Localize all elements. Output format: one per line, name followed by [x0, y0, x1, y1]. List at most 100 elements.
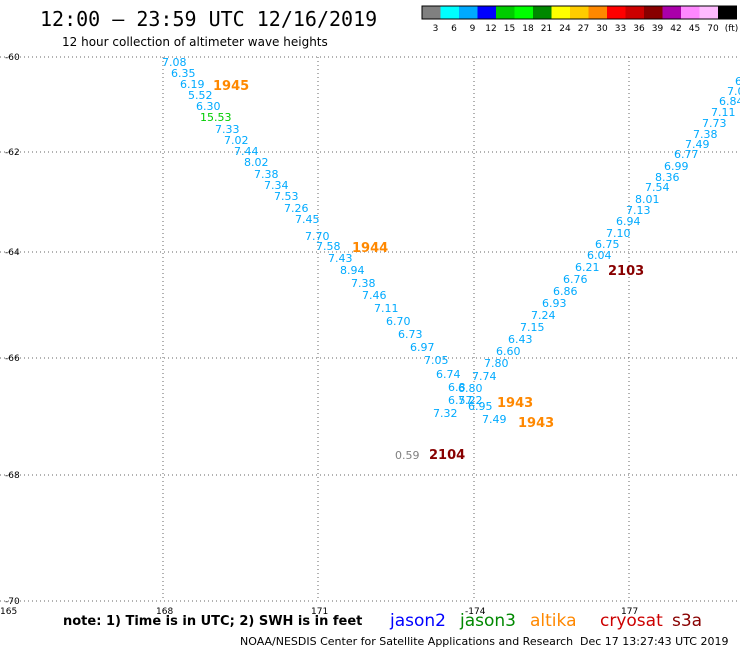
color-swatch: [533, 6, 552, 19]
wave-height-value: 6.76: [563, 273, 588, 286]
wave-height-value: 7.43: [328, 252, 353, 265]
wave-height-value: 7.0: [727, 85, 740, 98]
lat-lon-grid: [0, 56, 740, 602]
satellite-jason3: jason3: [459, 611, 516, 631]
color-swatch: [570, 6, 589, 19]
wave-height-value: 6.70: [386, 315, 411, 328]
wave-height-value: 7.44: [234, 145, 259, 158]
wave-height-value: 7.34: [264, 179, 289, 192]
map-title: 12:00 — 23:59 UTC 12/16/2019: [40, 7, 377, 31]
colorbar-label: 12: [485, 24, 496, 34]
color-swatch: [644, 6, 663, 19]
wave-height-value: 8.02: [244, 156, 269, 169]
wave-height-value: 7.58: [316, 240, 341, 253]
pass-time-label: 1943: [497, 396, 533, 411]
wave-height-value: 7.80: [484, 357, 509, 370]
colorbar-label: 36: [633, 24, 645, 34]
wave-height-value: 6.77: [674, 148, 699, 161]
colorbar-label: 6: [451, 24, 457, 34]
longitude-labels: 165 168 171 -174 177: [0, 607, 638, 617]
color-swatch: [681, 6, 700, 19]
wave-height-value: 6.93: [542, 297, 567, 310]
wave-height-value: 7.02: [224, 134, 249, 147]
wave-height-value: 6.8: [448, 381, 466, 394]
lon-label: 177: [621, 607, 638, 617]
wave-height-value: 6.74: [436, 368, 461, 381]
lat-label: -70: [5, 597, 20, 607]
satellite-cryosat: cryosat: [600, 611, 663, 631]
wave-height-value: 8.36: [655, 171, 680, 184]
wave-height-value: 6.94: [616, 215, 641, 228]
colorbar-label: 45: [689, 24, 700, 34]
wave-height-value: 7.22: [458, 394, 483, 407]
color-swatch: [459, 6, 478, 19]
wave-height-value: 7.08: [162, 56, 187, 69]
wave-height-value: 7.45: [295, 213, 320, 226]
colorbar-label: 24: [559, 24, 571, 34]
timestamp: Dec 17 13:27:43 UTC 2019: [580, 635, 728, 648]
wave-height-value: 15.53: [200, 111, 232, 124]
color-swatch: [662, 6, 681, 19]
lon-label: -174: [465, 607, 486, 617]
wave-height-value: 6.86: [553, 285, 578, 298]
wave-height-value: 6.95: [468, 400, 493, 413]
footer-note: note: 1) Time is in UTC; 2) SWH is in fe…: [63, 614, 362, 629]
color-swatch: [699, 6, 718, 19]
colorbar-label: (ft): [725, 24, 739, 34]
wave-height-value: 0.59: [395, 449, 420, 462]
color-swatch: [496, 6, 515, 19]
colorbar-label: 70: [707, 24, 719, 34]
color-swatch: [551, 6, 570, 19]
wave-height-value: 6.57: [448, 394, 473, 407]
wave-height-value: 6.43: [508, 333, 533, 346]
wave-height-value: 7.32: [433, 407, 458, 420]
color-swatch: [514, 6, 533, 19]
satellite-jason2: jason2: [389, 611, 446, 631]
lon-label: 168: [156, 607, 173, 617]
latitude-labels: -60 -62 -64 -66 -68 -70: [5, 53, 20, 607]
wave-height-value: 6.80: [458, 382, 483, 395]
wave-height-value: 6.21: [575, 261, 600, 274]
lat-label: -60: [5, 53, 20, 63]
wave-height-value: 7.26: [284, 202, 309, 215]
credit-line: NOAA/NESDIS Center for Satellite Applica…: [240, 635, 573, 648]
wave-height-value: 6.60: [496, 345, 521, 358]
lon-label: 165: [0, 607, 17, 617]
colorbar-label: 18: [522, 24, 534, 34]
colorbar-label: 21: [541, 24, 552, 34]
wave-height-value: 6: [735, 75, 740, 88]
wave-height-value: 6.04: [587, 249, 612, 262]
wave-height-value: 6.35: [171, 67, 196, 80]
color-scale-legend: 3 6 9 12 15 18 21 24 27 30 33 36 39 42 45 70 (ft): [421, 5, 739, 34]
wave-height-value: 7.38: [254, 168, 279, 181]
wave-height-value: 7.49: [482, 413, 507, 426]
pass-time-label: 1943: [518, 416, 554, 431]
pass-time-label: 1945: [213, 79, 249, 94]
wave-height-value: 7.49: [685, 138, 710, 151]
pass-time-labels: 1945 1944 1943 1943 2103 2104: [213, 79, 644, 463]
color-swatch: [422, 6, 441, 19]
lat-label: -66: [5, 354, 20, 364]
wave-height-value: 7.10: [606, 227, 631, 240]
color-swatch: [477, 6, 496, 19]
colorbar-label: 3: [433, 24, 439, 34]
wave-height-value: 7.70: [305, 230, 330, 243]
wave-height-value: 6.19: [180, 78, 205, 91]
wave-height-value: 7.38: [351, 277, 376, 290]
wave-height-value: 5.52: [188, 89, 213, 102]
satellite-altika: altika: [530, 611, 577, 631]
wave-height-value: 6.84: [719, 95, 740, 108]
wave-height-value: 7.33: [215, 123, 240, 136]
colorbar-label: 33: [615, 24, 626, 34]
wave-height-value: 8.94: [340, 264, 365, 277]
lon-label: 171: [311, 607, 328, 617]
wave-height-value: 7.38: [693, 128, 718, 141]
colorbar-label: 15: [504, 24, 515, 34]
wave-height-value: 7.11: [711, 106, 736, 119]
satellite-legend: jason2 jason3 altika cryosat s3a: [389, 611, 702, 631]
wave-height-value: 6.75: [595, 238, 620, 251]
wave-height-value: 7.73: [702, 117, 727, 130]
lat-label: -68: [5, 471, 20, 481]
wave-height-values: 7.086.356.195.526.3015.537.337.027.448.0…: [162, 56, 740, 462]
